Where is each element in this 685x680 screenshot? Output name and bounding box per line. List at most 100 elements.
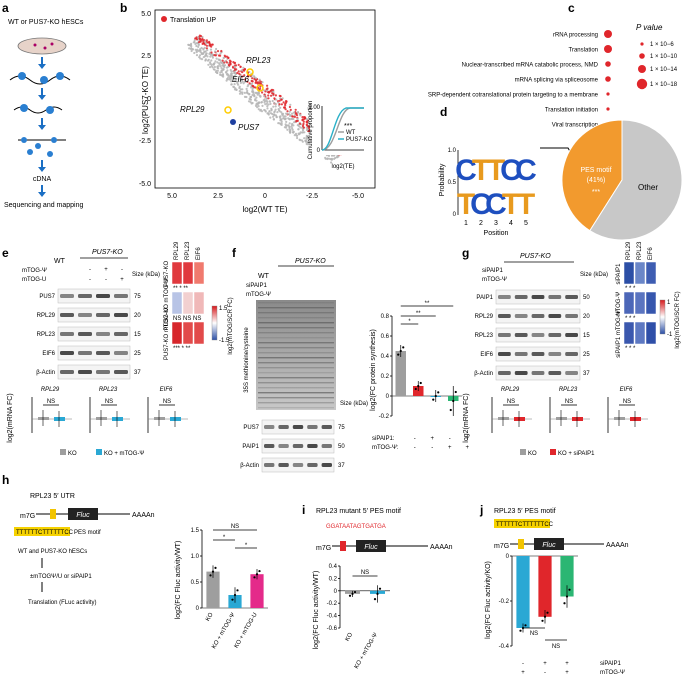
point: [193, 51, 196, 55]
go-bubble: [605, 61, 611, 67]
inset-xlabel: log2(TE): [331, 164, 354, 170]
b-gene-pus7: PUS7: [238, 123, 259, 132]
point: [280, 120, 283, 123]
bar: [38, 417, 49, 420]
point-up: [248, 82, 251, 85]
blot-band: [278, 463, 289, 467]
y-tick-label: 0.5: [191, 580, 200, 586]
blot-band: [278, 425, 289, 429]
ns-label: NS: [163, 399, 171, 405]
blot-band: [565, 371, 578, 375]
j-row1: siPAIP1: [600, 661, 622, 667]
heat-cell: [171, 261, 183, 285]
gel-band: [258, 362, 334, 364]
gel-band: [258, 307, 334, 309]
gel-band: [258, 357, 334, 359]
blot-band: [96, 294, 110, 298]
h-fluc-box: [68, 508, 98, 520]
point: [197, 36, 200, 39]
point: [243, 95, 247, 98]
point-up: [220, 49, 223, 53]
y-tick-label: 0.6: [381, 334, 390, 340]
g-scale-top: 1: [667, 300, 671, 306]
point: [216, 69, 219, 72]
point: [206, 59, 210, 62]
ns-label: NS: [530, 631, 538, 637]
blot-band: [114, 351, 128, 355]
bar: [556, 417, 567, 420]
point: [246, 89, 249, 92]
fragment-icon: [21, 137, 27, 143]
blot-band: [321, 444, 332, 448]
gel-band: [258, 352, 334, 354]
go-bubble: [606, 107, 610, 111]
y-tick-label: 0: [334, 589, 338, 595]
point: [275, 98, 278, 101]
j-motif-bg: [494, 519, 550, 528]
ns-label: NS: [623, 399, 631, 405]
point-up: [286, 110, 289, 113]
data-point: [253, 576, 256, 579]
heat-cell: [193, 291, 205, 315]
point: [215, 47, 218, 51]
point: [288, 122, 291, 125]
point: [307, 139, 311, 142]
point-up: [237, 70, 240, 73]
h-m7g: m7G: [20, 513, 35, 520]
point-up: [202, 42, 205, 45]
pm: +: [448, 445, 452, 451]
point-up: [228, 61, 232, 64]
point: [239, 81, 242, 84]
blot-band: [96, 351, 110, 355]
point: [277, 108, 280, 111]
point: [247, 83, 250, 86]
point: [303, 131, 306, 134]
g-row1: siPAIP1: [482, 268, 504, 274]
point: [254, 91, 257, 94]
gel-band: [258, 392, 334, 394]
bar: [170, 417, 181, 421]
blot-band: [114, 332, 128, 336]
point: [306, 143, 309, 146]
heat-cell: [634, 261, 646, 285]
g-legend-ko: KO: [528, 451, 537, 457]
blot-strip: [57, 326, 131, 342]
g-scale-bar: [659, 299, 666, 335]
ns-label: NS: [361, 570, 369, 576]
blot-strip: [57, 345, 131, 361]
bar: [498, 417, 509, 420]
blot-band: [514, 371, 528, 375]
point: [265, 99, 268, 102]
y-tick-label: 0.4: [329, 564, 338, 570]
point: [250, 95, 253, 98]
pie-pct: (41%): [587, 177, 606, 184]
bar: [54, 417, 65, 421]
point: [327, 154, 331, 157]
point-up: [293, 115, 296, 118]
point: [299, 114, 302, 117]
panel-label-b: b: [120, 1, 127, 15]
logo-letter: T: [472, 154, 490, 187]
gel-band: [258, 332, 334, 334]
point: [255, 77, 258, 80]
heat-sig: * * *: [625, 316, 636, 322]
data-point: [214, 566, 217, 569]
blot-band: [78, 313, 92, 317]
point: [292, 111, 296, 114]
point-up: [270, 94, 273, 97]
point: [225, 73, 229, 76]
point: [261, 104, 264, 107]
point-up: [233, 68, 237, 71]
heat-row-label: siPAIP1: [616, 263, 622, 285]
point-up: [243, 74, 246, 77]
gene-title: EIF6: [620, 387, 633, 393]
go-term-label: mRNA splicing via spliceosome: [515, 78, 599, 84]
point: [230, 83, 233, 86]
heat-sig: * * *: [625, 346, 636, 352]
point: [193, 39, 196, 42]
legend-bubble: [636, 78, 648, 90]
point: [209, 66, 212, 69]
data-point: [351, 592, 354, 596]
point: [203, 55, 207, 58]
point: [274, 108, 277, 111]
